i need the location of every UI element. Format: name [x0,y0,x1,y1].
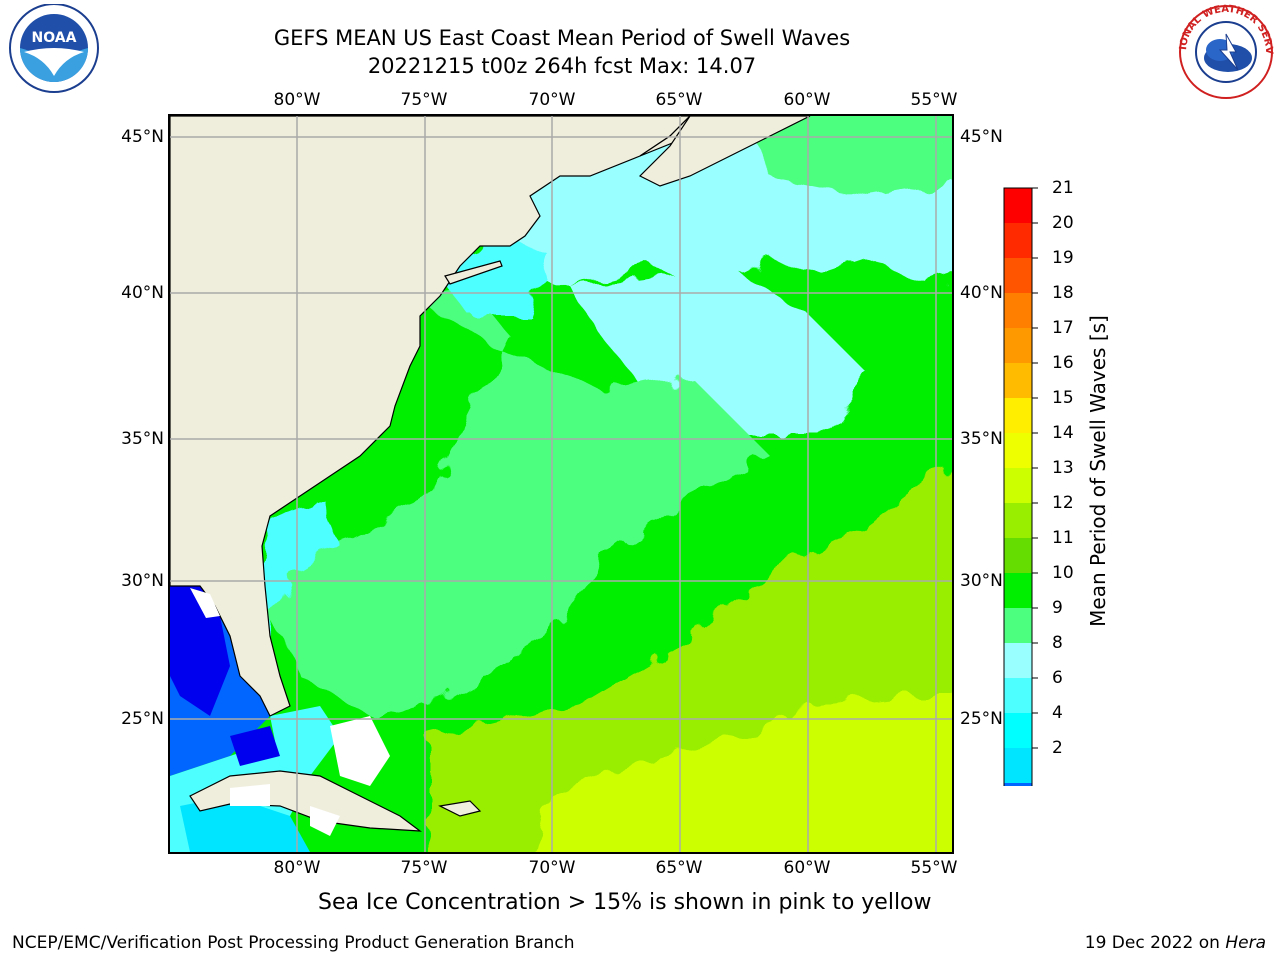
colorbar-segment [1004,188,1032,223]
lat-tick-right: 25°N [960,709,1003,729]
lat-tick-right: 30°N [960,571,1003,591]
lon-tick-top: 80°W [273,90,321,110]
colorbar-tick-label: 6 [1052,668,1063,688]
map-panel [168,114,954,854]
lat-tick-left: 35°N [121,429,164,449]
machine-name: Hera [1225,933,1266,953]
colorbar-tick-label: 8 [1052,633,1063,653]
colorbar-tick-label: 14 [1052,423,1074,443]
colorbar-tick-label: 12 [1052,493,1074,513]
lon-tick-bottom: 70°W [528,858,576,878]
colorbar-tick-label: 2 [1052,738,1063,758]
colorbar-segment [1004,713,1032,748]
colorbar-segment [1004,748,1032,783]
lat-tick-left: 25°N [121,709,164,729]
colorbar-segment [1004,223,1032,258]
no-data-areas [190,588,390,836]
colorbar-segment [1004,503,1032,538]
lon-tick-bottom: 55°W [910,858,958,878]
colorbar-segment [1004,678,1032,713]
colorbar-title: Mean Period of Swell Waves [s] [1086,315,1110,627]
colorbar-tick-label: 15 [1052,388,1074,408]
colorbar-segment [1004,398,1032,433]
lon-tick-top: 60°W [783,90,831,110]
colorbar-segment [1004,328,1032,363]
swell-period-map [170,116,952,852]
lon-tick-bottom: 65°W [655,858,703,878]
noaa-logo-text: NOAA [32,30,77,46]
colorbar-tick-label: 4 [1052,703,1063,723]
colorbar-tick-label: 9 [1052,598,1063,618]
colorbar-segment [1004,608,1032,643]
graticule [170,116,952,852]
land [170,116,811,832]
lon-tick-bottom: 60°W [783,858,831,878]
chart-subtitle: 20221215 t00z 264h fcst Max: 14.07 [367,54,757,78]
lon-tick-top: 55°W [910,90,958,110]
colorbar-segment [1004,783,1032,786]
footnote: Sea Ice Concentration > 15% is shown in … [318,890,932,915]
ocean-field [170,116,952,852]
lon-tick-top: 75°W [400,90,448,110]
colorbar-segment [1004,258,1032,293]
lon-tick-bottom: 75°W [400,858,448,878]
colorbar-tick-label: 21 [1052,178,1074,198]
credit-line: NCEP/EMC/Verification Post Processing Pr… [12,933,575,953]
colorbar-tick-label: 10 [1052,563,1074,583]
colorbar-tick-label: 19 [1052,248,1074,268]
colorbar-segment [1004,538,1032,573]
date-text: 19 Dec 2022 on [1084,933,1226,953]
colorbar [1003,187,1038,786]
colorbar-segment [1004,468,1032,503]
lon-tick-top: 70°W [528,90,576,110]
lon-tick-bottom: 80°W [273,858,321,878]
lat-tick-right: 35°N [960,429,1003,449]
colorbar-tick-label: 20 [1052,213,1074,233]
colorbar-segment [1004,363,1032,398]
lat-tick-right: 40°N [960,283,1003,303]
lat-tick-left: 30°N [121,571,164,591]
colorbar-segment [1004,643,1032,678]
colorbar-segment [1004,433,1032,468]
colorbar-segment [1004,293,1032,328]
chart-title: GEFS MEAN US East Coast Mean Period of S… [273,26,851,50]
colorbar-tick-label: 17 [1052,318,1074,338]
colorbar-segment [1004,573,1032,608]
lat-tick-left: 40°N [121,283,164,303]
colorbar-tick-label: 16 [1052,353,1074,373]
lat-tick-right: 45°N [960,127,1003,147]
nws-logo: NATIONAL WEATHER SERVICE [1172,0,1276,104]
colorbar-tick-label: 13 [1052,458,1074,478]
colorbar-tick-label: 11 [1052,528,1074,548]
date-line: 19 Dec 2022 on Hera [1085,933,1266,953]
lon-tick-top: 65°W [655,90,703,110]
colorbar-tick-label: 18 [1052,283,1074,303]
noaa-logo: NOAA [4,3,104,104]
lat-tick-left: 45°N [121,127,164,147]
